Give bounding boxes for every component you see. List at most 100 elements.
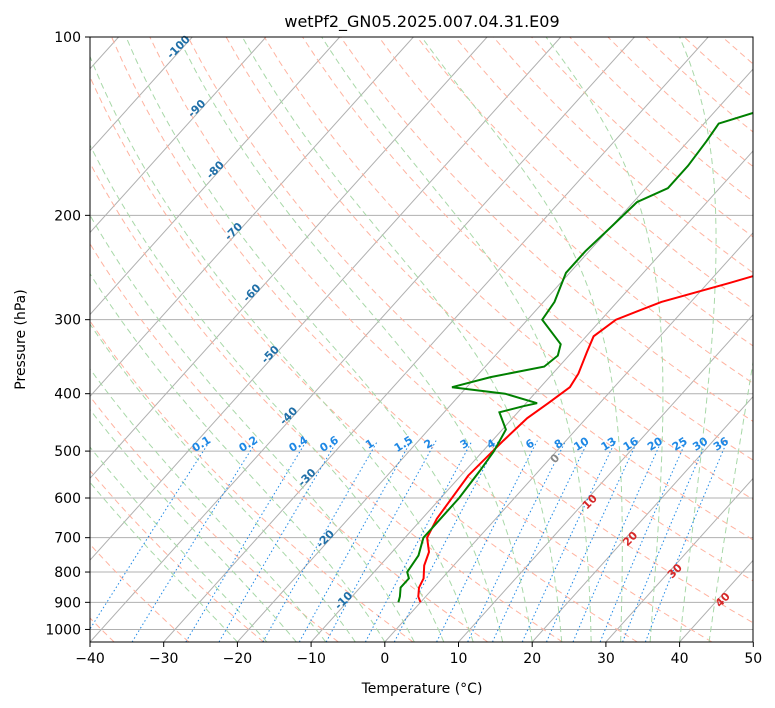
dry-adiabat-line: [683, 37, 753, 99]
y-tick-label: 1000: [45, 622, 81, 638]
moist-adiabat-line: [241, 37, 563, 642]
x-axis-label: Temperature (°C): [361, 681, 483, 697]
mixing-ratio-line: [325, 440, 437, 642]
dry-adiabat-line: [90, 469, 264, 642]
mixing-ratio-label: 1: [363, 437, 376, 452]
x-tick-label: −20: [223, 651, 253, 667]
isotherm-line: [458, 314, 753, 642]
mixing-ratio-line: [546, 440, 639, 642]
y-axis-label: Pressure (hPa): [13, 289, 29, 389]
dry-adiabat-label: -20: [314, 527, 337, 550]
isotherm-line: [679, 559, 753, 642]
isotherm-line: [531, 395, 753, 642]
dry-adiabat-label: -60: [240, 281, 263, 304]
chart-title: wetPf2_GN05.2025.007.04.31.E09: [284, 12, 559, 32]
mixing-ratio-line: [599, 440, 687, 642]
mixing-ratio-label: 3: [458, 437, 471, 452]
isoline-labels: 0.1 0.2 0.4 0.6 1 1.5 2 3 4 6 8 10 13 16 20 25 30 36-100-…: [164, 33, 733, 613]
mixing-ratio-label: 2: [422, 437, 435, 452]
mixing-ratio-label: 4: [485, 436, 499, 451]
moist-adiabat-line: [321, 37, 592, 642]
y-tick-label: 400: [54, 387, 81, 403]
dry-adiabat-line: [416, 37, 753, 347]
moist-adiabat-line: [125, 37, 504, 642]
dry-adiabat-line: [90, 320, 414, 642]
y-tick-label: 100: [54, 30, 81, 46]
isotherm-line: [605, 477, 753, 642]
dry-adiabat-line: [492, 37, 753, 274]
chart-grid: [90, 37, 775, 642]
moist-adiabat-line: [90, 368, 327, 642]
moist-adiabat-label: 20: [620, 529, 640, 549]
moist-adiabat-label: 40: [713, 590, 733, 610]
mixing-ratio-line: [218, 440, 338, 642]
moist-adiabat-line: [708, 359, 753, 642]
mixing-ratio-label: 6: [523, 436, 537, 451]
dry-adiabat-line: [149, 37, 753, 624]
isotherm-line: [90, 37, 414, 398]
dry-adiabat-line: [90, 395, 339, 642]
isotherm-line: [90, 37, 488, 479]
mixing-ratio-label: 0.1: [190, 433, 213, 454]
mixing-ratio-line: [131, 440, 258, 642]
moist-adiabat-line: [90, 55, 474, 642]
moist-adiabat-line: [545, 37, 664, 642]
dry-adiabat-label: -30: [295, 466, 318, 489]
dry-adiabat-line: [90, 242, 489, 642]
mixing-ratio-line: [572, 440, 663, 642]
x-tick-label: 0: [380, 651, 389, 667]
plot-frame: [89, 36, 754, 643]
dry-adiabat-line: [111, 37, 713, 642]
x-tick-label: 20: [523, 651, 541, 667]
dry-adiabat-label: -40: [277, 404, 300, 427]
dry-adiabat-label: -80: [204, 158, 227, 181]
isotherm-line: [90, 37, 635, 642]
mixing-ratio-line: [90, 440, 211, 630]
x-tick-label: −30: [149, 651, 179, 667]
x-tick-label: 40: [671, 651, 689, 667]
x-tick-label: 50: [744, 651, 762, 667]
moist-adiabat-line: [90, 214, 415, 642]
temperature-profile-line: [417, 275, 753, 603]
isotherm-line: [752, 641, 753, 642]
moist-adiabat-line: [90, 408, 297, 642]
axis-ticks: −40 −30 −20 −10 0 10 20 30 40 5010020030040050060…: [45, 30, 762, 667]
dry-adiabat-line: [645, 37, 753, 133]
mixing-ratio-line: [467, 440, 567, 642]
y-tick-label: 600: [54, 491, 81, 507]
y-tick-label: 200: [54, 208, 81, 224]
dry-adiabat-line: [607, 37, 753, 168]
isotherm-line: [90, 37, 562, 561]
isotherm-line: [310, 150, 753, 642]
y-tick-label: 700: [54, 531, 81, 547]
moist-adiabat-line: [90, 323, 356, 642]
mixing-ratio-line: [298, 440, 412, 642]
chart-series: [397, 111, 753, 603]
dry-adiabat-label: -70: [222, 220, 245, 243]
dry-adiabat-label: -90: [185, 97, 208, 120]
dry-adiabat-line: [761, 37, 775, 642]
moist-adiabat-line: [178, 37, 533, 642]
dry-adiabat-line: [454, 37, 753, 310]
x-tick-label: 30: [597, 651, 615, 667]
moist-adiabat-line: [90, 144, 445, 642]
isotherm-line: [384, 232, 753, 642]
isotherm-line: [90, 37, 267, 234]
isotherm-line: [237, 68, 753, 642]
moist-adiabat-line: [90, 272, 386, 642]
mixing-ratio-line: [185, 440, 308, 642]
y-tick-label: 300: [54, 313, 81, 329]
dry-adiabat-line: [225, 37, 753, 541]
x-tick-label: −10: [296, 651, 326, 667]
mixing-ratio-line: [436, 440, 538, 642]
mixing-ratio-line: [521, 440, 617, 642]
dry-adiabat-label: -50: [259, 343, 282, 366]
y-tick-label: 800: [54, 565, 81, 581]
x-tick-label: −40: [75, 651, 105, 667]
mixing-ratio-line: [492, 440, 589, 642]
moist-adiabat-line: [421, 37, 623, 642]
isotherm-line: [90, 37, 341, 316]
dry-adiabat-line: [90, 162, 563, 642]
dry-adiabat-label: -10: [332, 589, 355, 612]
